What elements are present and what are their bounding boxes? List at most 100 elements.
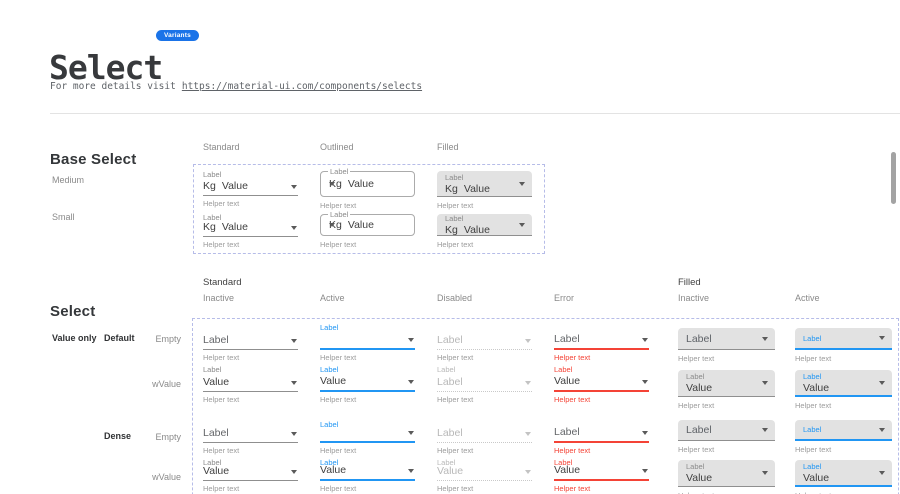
floating-label: Label — [320, 420, 339, 429]
select-field: Label Value — [678, 460, 775, 487]
helper-text: Helper text — [554, 353, 591, 362]
select-field: Label — [678, 420, 775, 441]
select-value: Kg Value — [329, 178, 374, 190]
select-field: Value — [437, 465, 532, 481]
dropdown-caret-icon — [762, 336, 768, 341]
column-header: Filled — [437, 142, 459, 152]
select-filled-inactive[interactable]: Label Helper text — [678, 328, 775, 363]
select-standard-disabled[interactable]: Label Value Helper text — [437, 458, 532, 493]
select-field: Label Value — [678, 370, 775, 397]
select-value: Value — [686, 472, 713, 484]
subtitle-text: For more details visit — [50, 80, 176, 92]
helper-text: Helper text — [320, 446, 357, 455]
row-label: Empty — [155, 432, 181, 442]
select-field: Value — [203, 465, 298, 481]
helper-text: Helper text — [203, 446, 240, 455]
select-filled-inactive[interactable]: Label Kg Value Helper text — [437, 214, 532, 249]
select-field: Value — [320, 464, 415, 481]
dropdown-caret-icon — [408, 338, 414, 342]
docs-link[interactable]: https://material-ui.com/components/selec… — [181, 80, 423, 92]
helper-text: Helper text — [320, 484, 357, 493]
select-value-text: Value — [221, 180, 248, 192]
select-standard-active[interactable]: Label Helper text — [320, 322, 415, 362]
helper-text: Helper text — [320, 240, 357, 249]
select-filled-active[interactable]: Label Helper text — [795, 328, 892, 363]
row-label: Medium — [52, 175, 85, 185]
select-standard-disabled[interactable]: Label Helper text — [437, 420, 532, 455]
row-label: Small — [52, 212, 75, 222]
dropdown-caret-icon — [642, 469, 648, 473]
select-value: Label — [203, 334, 229, 346]
dropdown-caret-icon — [291, 339, 297, 343]
select-standard-inactive[interactable]: Label Kg Value Helper text — [203, 170, 298, 208]
select-standard-disabled[interactable]: Label Label Helper text — [437, 364, 532, 404]
floating-label: Label — [686, 462, 705, 471]
helper-text: Helper text — [795, 445, 832, 454]
row-group-label: Dense — [104, 431, 132, 441]
column-header: Error — [554, 293, 574, 303]
select-outlined-inactive[interactable]: Label Kg Value Helper text — [320, 167, 415, 210]
select-field: Label Value — [795, 460, 892, 487]
row-group-label: Value only — [52, 333, 97, 343]
floating-label: Label — [203, 213, 222, 222]
base-select-frame — [193, 164, 545, 254]
floating-label: Label — [320, 365, 339, 374]
select-standard-active[interactable]: Label Helper text — [320, 420, 415, 455]
select-field: Label — [554, 333, 649, 350]
select-field: Label Kg Value — [320, 167, 415, 197]
helper-text: Helper text — [437, 240, 474, 249]
scrollbar-thumb[interactable] — [891, 152, 896, 204]
select-standard-error[interactable]: Label Helper text — [554, 420, 649, 455]
floating-label: Label — [803, 371, 822, 381]
select-standard-inactive[interactable]: Label Value Helper text — [203, 364, 298, 404]
row-group-label: Default — [104, 333, 135, 343]
select-standard-inactive[interactable]: Label Value Helper text — [203, 458, 298, 493]
dropdown-caret-icon — [879, 427, 885, 432]
select-field: Value — [554, 375, 649, 392]
helper-text: Helper text — [437, 446, 474, 455]
select-field: Label — [203, 427, 298, 443]
variants-badge: Variants — [156, 30, 199, 41]
helper-text: Helper text — [203, 240, 240, 249]
select-standard-inactive[interactable]: Label Helper text — [203, 322, 298, 362]
dropdown-caret-icon — [879, 380, 885, 385]
select-filled-inactive[interactable]: Label Kg Value Helper text — [437, 171, 532, 210]
select-value: Value — [320, 375, 347, 387]
select-variants-frame — [192, 318, 899, 494]
select-standard-active[interactable]: Label Value Helper text — [320, 364, 415, 404]
dropdown-caret-icon — [291, 381, 297, 385]
floating-label: Label — [328, 167, 351, 176]
value-adornment: Kg — [329, 219, 342, 231]
floating-label: Label — [328, 210, 351, 219]
select-value: Label — [686, 332, 712, 345]
value-adornment: Kg — [203, 180, 216, 192]
floating-label — [437, 322, 532, 334]
floating-label: Label — [203, 458, 222, 467]
select-value: Value — [554, 375, 581, 387]
select-filled-inactive[interactable]: Label Helper text — [678, 420, 775, 454]
floating-label: Label — [445, 172, 464, 182]
helper-text: Helper text — [437, 395, 474, 404]
select-standard-inactive[interactable]: Label Kg Value Helper text — [203, 213, 298, 249]
select-standard-inactive[interactable]: Label Helper text — [203, 420, 298, 455]
dropdown-caret-icon — [879, 336, 885, 340]
select-value: Label — [554, 426, 580, 438]
select-standard-error[interactable]: Label Value Helper text — [554, 364, 649, 404]
select-standard-error[interactable]: Label Value Helper text — [554, 458, 649, 493]
select-standard-active[interactable]: Label Value Helper text — [320, 458, 415, 493]
dropdown-caret-icon — [408, 469, 414, 473]
select-field: Value — [554, 464, 649, 481]
select-standard-error[interactable]: Label Helper text — [554, 322, 649, 362]
select-outlined-inactive[interactable]: Label Kg Value Helper text — [320, 210, 415, 249]
select-standard-disabled[interactable]: Label Helper text — [437, 322, 532, 362]
select-value: Value — [686, 382, 713, 394]
column-header: Active — [320, 293, 345, 303]
value-adornment: Kg — [329, 178, 342, 190]
select-filled-active[interactable]: Label Helper text — [795, 420, 892, 454]
select-field: Label Value — [795, 370, 892, 397]
